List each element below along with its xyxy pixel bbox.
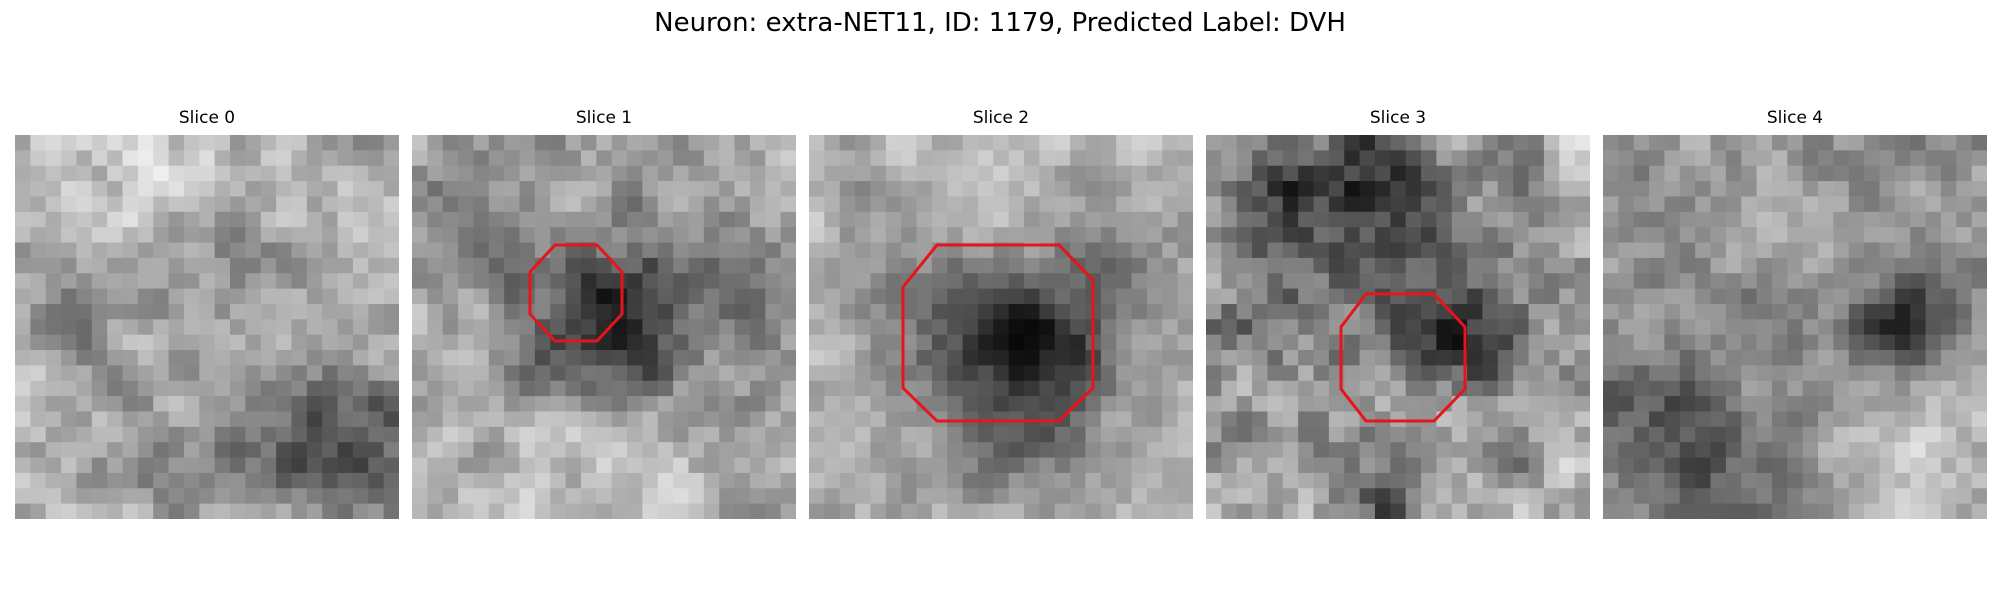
- slice-panel-2: Slice 2: [809, 105, 1193, 565]
- slice-title: Slice 2: [809, 107, 1193, 129]
- slice-title: Slice 1: [412, 107, 796, 129]
- slice-panel-0: Slice 0: [15, 105, 399, 565]
- grayscale-pixel-grid: [1603, 135, 1987, 519]
- slice-image: [412, 135, 796, 519]
- grayscale-pixel-grid: [412, 135, 796, 519]
- slice-panel-1: Slice 1: [412, 105, 796, 565]
- slice-image: [1206, 135, 1590, 519]
- slice-panel-3: Slice 3: [1206, 105, 1590, 565]
- slice-image: [1603, 135, 1987, 519]
- slice-title: Slice 0: [15, 107, 399, 129]
- slice-title: Slice 4: [1603, 107, 1987, 129]
- figure-title: Neuron: extra-NET11, ID: 1179, Predicted…: [0, 6, 2000, 40]
- grayscale-pixel-grid: [15, 135, 399, 519]
- slice-image: [15, 135, 399, 519]
- slice-title: Slice 3: [1206, 107, 1590, 129]
- slice-image: [809, 135, 1193, 519]
- grayscale-pixel-grid: [809, 135, 1193, 519]
- slice-panel-4: Slice 4: [1603, 105, 1987, 565]
- grayscale-pixel-grid: [1206, 135, 1590, 519]
